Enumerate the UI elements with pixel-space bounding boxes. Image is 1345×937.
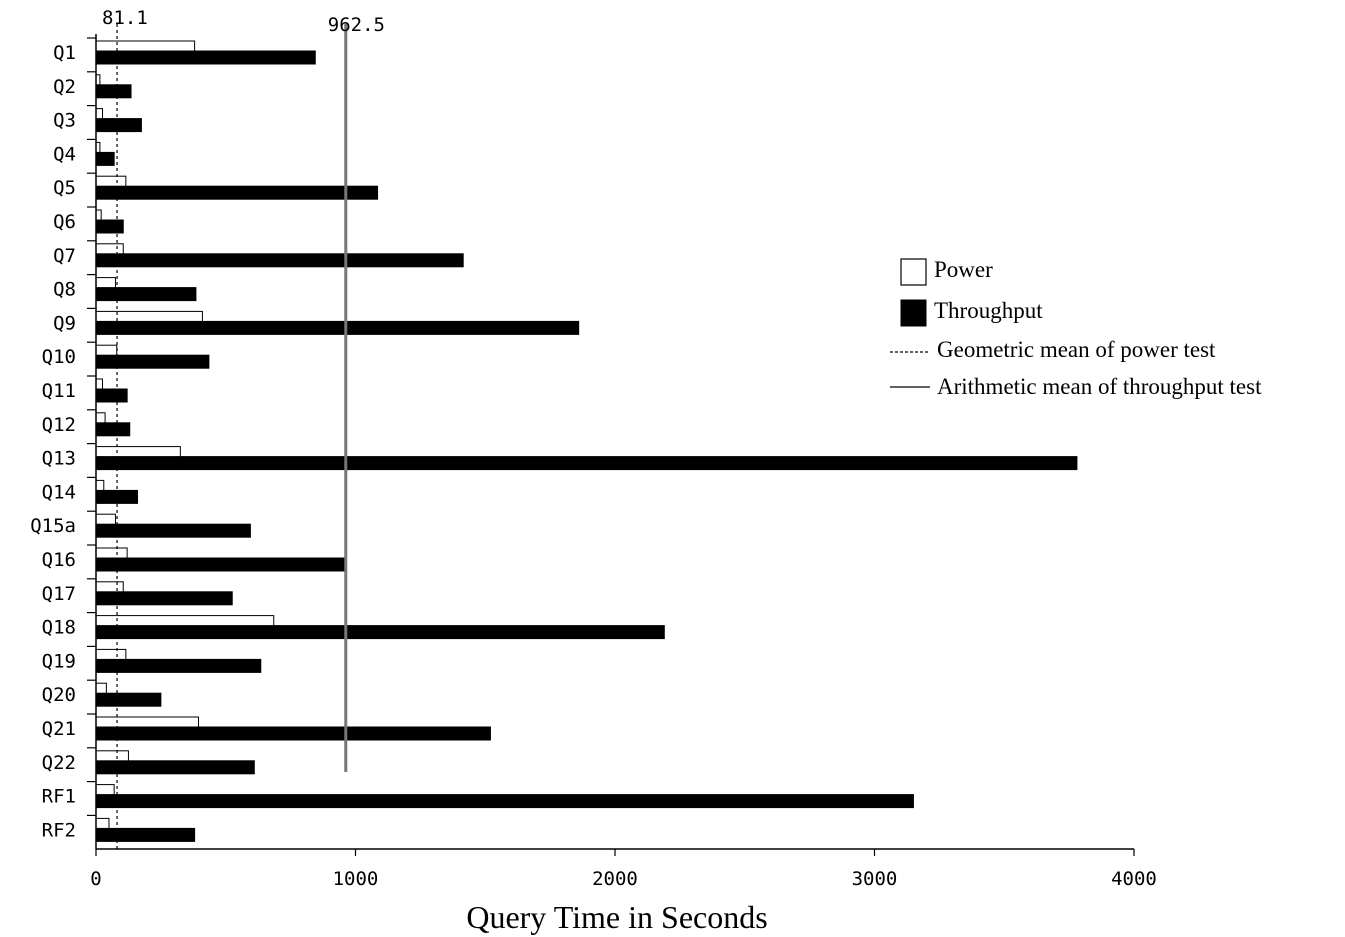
throughput-bar-q4 xyxy=(95,151,115,166)
x-axis-title: Query Time in Seconds xyxy=(466,899,767,935)
category-label-q21: Q21 xyxy=(42,718,76,740)
category-label-q14: Q14 xyxy=(42,481,76,503)
category-label-q12: Q12 xyxy=(42,414,76,436)
throughput-bar-q13 xyxy=(95,456,1078,471)
category-label-q9: Q9 xyxy=(53,312,76,334)
category-label-rf2: RF2 xyxy=(42,819,76,841)
throughput-bar-q8 xyxy=(95,287,197,302)
arithmetic-mean-label: 962.5 xyxy=(328,14,385,36)
throughput-bar-q10 xyxy=(95,354,210,369)
category-label-q18: Q18 xyxy=(42,617,76,639)
throughput-bar-q22 xyxy=(95,760,255,775)
category-label-q3: Q3 xyxy=(53,110,76,132)
category-label-q1: Q1 xyxy=(53,42,76,64)
x-tick-label-4000: 4000 xyxy=(1111,868,1157,890)
category-label-q15a: Q15a xyxy=(30,515,76,537)
category-label-q8: Q8 xyxy=(53,279,76,301)
category-label-q22: Q22 xyxy=(42,752,76,774)
category-label-q7: Q7 xyxy=(53,245,76,267)
throughput-bar-q7 xyxy=(95,253,464,268)
throughput-bar-rf2 xyxy=(95,827,196,842)
legend: Power Throughput Geometric mean of power t… xyxy=(890,257,1262,399)
reference-lines-layer: 81.1 962.5 xyxy=(102,7,385,849)
throughput-bar-q15a xyxy=(95,523,251,538)
throughput-bar-q1 xyxy=(95,50,316,65)
throughput-bar-q9 xyxy=(95,320,580,335)
throughput-bar-q19 xyxy=(95,658,262,673)
throughput-bar-q3 xyxy=(95,118,142,133)
bars-layer xyxy=(95,40,1078,842)
category-label-q16: Q16 xyxy=(42,549,76,571)
throughput-bar-q21 xyxy=(95,726,491,741)
legend-label-arithmetic-mean-of-throughput-test: Arithmetic mean of throughput test xyxy=(937,374,1262,399)
throughput-bar-q17 xyxy=(95,591,233,606)
category-label-q20: Q20 xyxy=(42,684,76,706)
category-label-q2: Q2 xyxy=(53,76,76,98)
category-label-rf1: RF1 xyxy=(42,786,76,808)
throughput-bar-q11 xyxy=(95,388,128,403)
ticks-layer: Q1 Q2 Q3 Q4 Q5 Q6 Q7 Q8 Q9 Q10 Q11 Q12 Q13 Q14 Q15a Q16… xyxy=(30,37,1157,890)
x-tick-label-1000: 1000 xyxy=(333,868,379,890)
legend-swatch-throughput xyxy=(900,299,927,327)
geometric-mean-label: 81.1 xyxy=(102,7,148,29)
legend-label-throughput: Throughput xyxy=(934,298,1043,323)
x-tick-label-0: 0 xyxy=(90,868,101,890)
throughput-bar-q20 xyxy=(95,692,162,707)
category-label-q5: Q5 xyxy=(53,177,76,199)
legend-label-power: Power xyxy=(934,257,993,282)
throughput-bar-q12 xyxy=(95,422,131,437)
category-label-q13: Q13 xyxy=(42,448,76,470)
category-label-q4: Q4 xyxy=(53,143,76,165)
throughput-bar-q5 xyxy=(95,185,379,200)
legend-swatch-power xyxy=(900,258,927,286)
x-tick-label-3000: 3000 xyxy=(852,868,898,890)
legend-label-geometric-mean-of-power-test: Geometric mean of power test xyxy=(937,337,1216,362)
x-tick-label-2000: 2000 xyxy=(592,868,638,890)
category-label-q19: Q19 xyxy=(42,650,76,672)
category-label-q17: Q17 xyxy=(42,583,76,605)
throughput-bar-q16 xyxy=(95,557,347,572)
throughput-bar-q18 xyxy=(95,625,665,640)
category-label-q10: Q10 xyxy=(42,346,76,368)
throughput-bar-q6 xyxy=(95,219,124,234)
category-label-q6: Q6 xyxy=(53,211,76,233)
throughput-bar-rf1 xyxy=(95,794,914,809)
throughput-bar-q2 xyxy=(95,84,132,99)
category-label-q11: Q11 xyxy=(42,380,76,402)
